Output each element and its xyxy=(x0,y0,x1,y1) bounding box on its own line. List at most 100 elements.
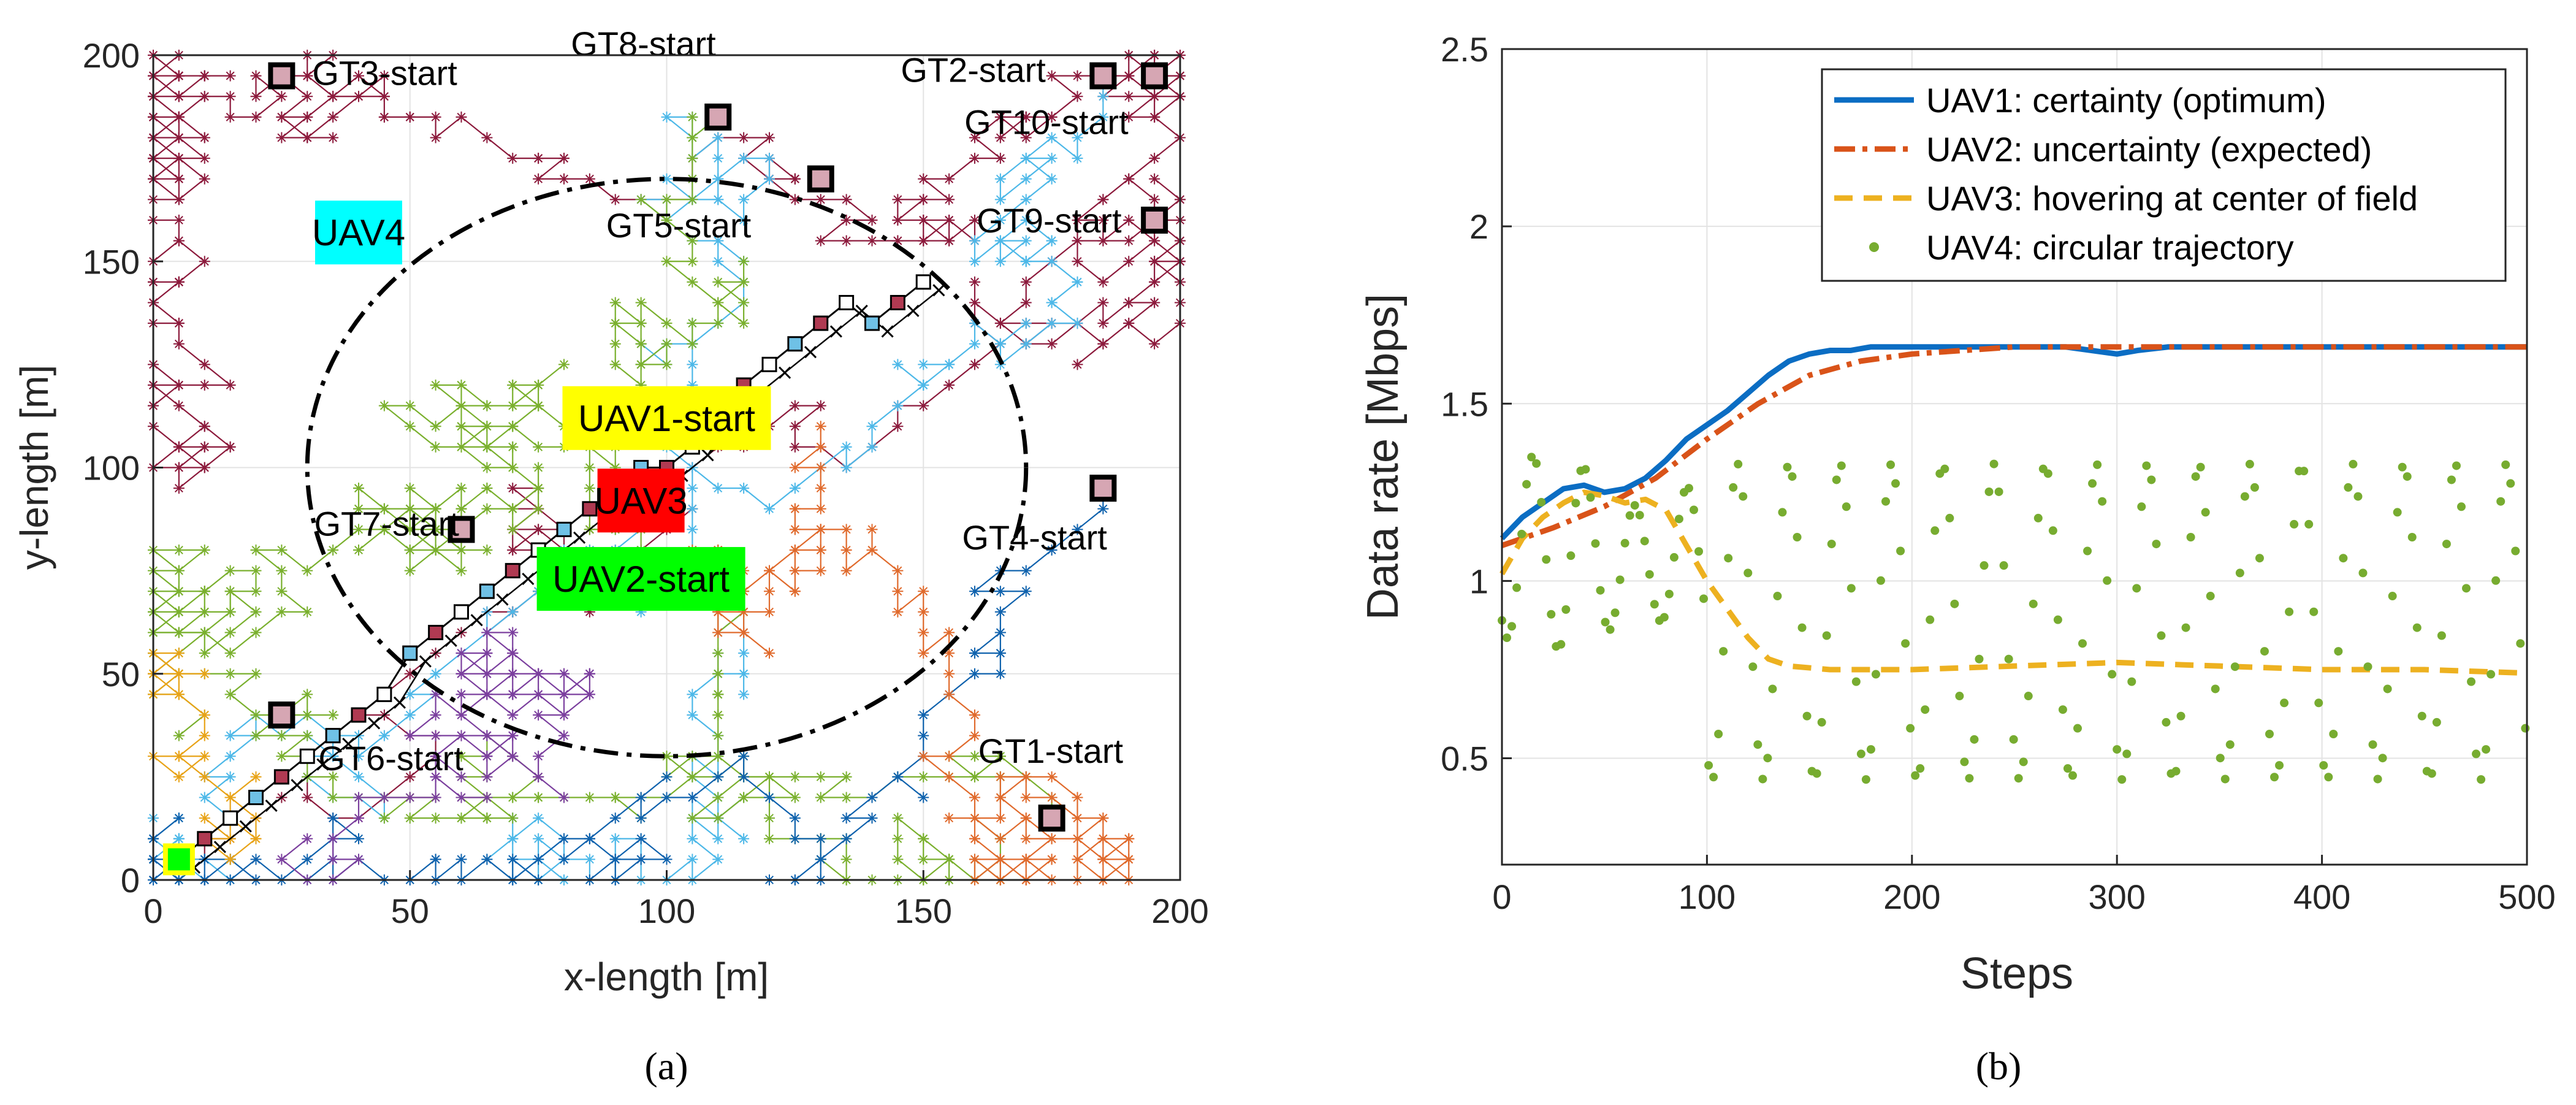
uav4-data-point xyxy=(2117,775,2127,784)
trajectory-star-marker xyxy=(943,771,955,782)
uav4-data-point xyxy=(2053,615,2062,624)
uav4-data-point xyxy=(2235,568,2244,578)
panel-a-xlabel: x-length [m] xyxy=(564,955,769,999)
trajectory-star-marker xyxy=(635,792,647,803)
trajectory-star-marker xyxy=(199,421,210,432)
trajectory-star-marker xyxy=(969,730,980,741)
trajectory-star-marker xyxy=(969,359,980,370)
trajectory-star-marker xyxy=(1123,215,1135,226)
uav4-data-point xyxy=(2122,749,2132,759)
y-tick-label: 1 xyxy=(1469,562,1488,600)
trajectory-star-marker xyxy=(687,338,698,350)
uav4-data-point xyxy=(1812,769,1821,778)
trajectory-star-marker xyxy=(533,153,544,164)
trajectory-star-marker xyxy=(224,648,236,659)
trajectory-star-marker xyxy=(687,833,698,844)
trajectory-star-marker xyxy=(943,668,955,679)
trajectory-star-marker xyxy=(840,441,852,453)
uav4-data-point xyxy=(1512,583,1522,592)
legend-label: UAV1: certainty (optimum) xyxy=(1926,81,2326,120)
trajectory-star-marker xyxy=(430,503,441,514)
uav4-data-point xyxy=(2511,546,2520,556)
uav-labels: UAV1-start UAV2-start UAV3 UAV4 xyxy=(312,201,771,611)
trajectory-star-marker xyxy=(969,235,980,247)
trajectory-star-marker xyxy=(327,833,339,844)
trajectory-star-marker xyxy=(918,359,929,370)
uav4-data-point xyxy=(1699,594,1709,603)
trajectory-star-marker xyxy=(327,111,339,123)
trajectory-star-marker xyxy=(430,421,441,432)
trajectory-star-marker xyxy=(712,730,724,741)
trajectory-star-marker xyxy=(199,359,210,370)
trajectory-star-marker xyxy=(533,173,544,185)
uav4-data-point xyxy=(2260,647,2269,656)
uav-path-cross-marker xyxy=(932,284,945,297)
uav4-data-point xyxy=(2304,519,2314,529)
trajectory-star-marker xyxy=(815,441,826,453)
uav4-data-point xyxy=(2250,483,2259,492)
trajectory-star-marker xyxy=(969,318,980,329)
trajectory-star-marker xyxy=(481,730,493,741)
y-tick-label: 50 xyxy=(102,655,140,694)
uav4-data-point xyxy=(1527,453,1536,462)
trajectory-star-marker xyxy=(1020,318,1032,329)
trajectory-star-marker xyxy=(353,483,364,494)
trajectory-star-marker xyxy=(789,812,801,824)
trajectory-star-marker xyxy=(404,792,416,803)
uav-path-cross-marker xyxy=(213,841,226,854)
trajectory-star-marker xyxy=(1097,338,1109,350)
trajectory-star-marker xyxy=(1123,111,1135,123)
trajectory-star-marker xyxy=(1097,812,1109,824)
series-line-dashdot xyxy=(1501,344,2527,548)
trajectory-star-marker xyxy=(250,854,262,865)
trajectory-star-marker xyxy=(173,730,185,741)
trajectory-star-marker xyxy=(533,524,544,535)
trajectory-star-marker xyxy=(1020,771,1032,782)
y-tick-label: 100 xyxy=(83,449,140,488)
trajectory-star-marker xyxy=(173,668,185,679)
trajectory-star-marker xyxy=(969,668,980,679)
trajectory-star-marker xyxy=(918,771,929,782)
uav4-data-point xyxy=(1606,625,1615,634)
trajectory-star-marker xyxy=(789,503,801,514)
trajectory-star-marker xyxy=(918,833,929,844)
trajectory-star-marker xyxy=(1123,854,1135,865)
uav4-data-point xyxy=(2265,729,2274,738)
trajectory-star-marker xyxy=(815,792,826,803)
trajectory-star-marker xyxy=(969,709,980,721)
trajectory-star-marker xyxy=(430,111,441,123)
uav4-data-point xyxy=(2152,540,2161,549)
uav4-data-point xyxy=(1660,613,1669,622)
trajectory-star-marker xyxy=(738,606,750,618)
trajectory-star-marker xyxy=(276,565,288,576)
uav-path-cross-marker xyxy=(239,820,252,833)
trajectory-star-marker xyxy=(918,751,929,762)
trajectory-star-marker xyxy=(994,833,1006,844)
uav4-data-point xyxy=(1960,757,1969,767)
trajectory-star-marker xyxy=(943,854,955,865)
trajectory-star-marker xyxy=(1123,173,1135,185)
trajectory-star-marker xyxy=(1046,338,1057,350)
trajectory-star-marker xyxy=(584,173,595,185)
trajectory-star-marker xyxy=(353,70,364,82)
trajectory-star-marker xyxy=(173,462,185,473)
trajectory-star-marker xyxy=(969,854,980,865)
trajectory-star-marker xyxy=(943,359,955,370)
trajectory-star-marker xyxy=(455,730,467,741)
uav4-data-point xyxy=(2171,767,2181,776)
gt-start-label: GT10-start xyxy=(964,103,1129,142)
trajectory-star-marker xyxy=(1123,297,1135,308)
uav-label-text: UAV3 xyxy=(594,480,687,521)
trajectory-star-marker xyxy=(173,111,185,123)
uav4-data-point xyxy=(2437,631,2446,640)
trajectory-star-marker xyxy=(250,771,262,782)
trajectory-star-marker xyxy=(1020,132,1032,143)
trajectory-star-marker xyxy=(712,318,724,329)
trajectory-star-marker xyxy=(533,503,544,514)
trajectory-star-marker xyxy=(789,524,801,535)
trajectory-star-marker xyxy=(1072,833,1083,844)
panel-b-axes-box xyxy=(1501,48,2528,866)
trajectory-star-marker xyxy=(173,132,185,143)
trajectory-star-marker xyxy=(481,132,493,143)
uav4-data-point xyxy=(1793,533,1802,542)
